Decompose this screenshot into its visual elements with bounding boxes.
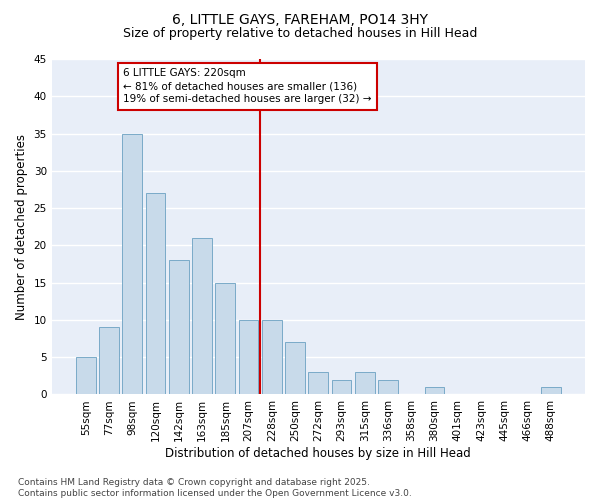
X-axis label: Distribution of detached houses by size in Hill Head: Distribution of detached houses by size … [166, 447, 471, 460]
Text: Contains HM Land Registry data © Crown copyright and database right 2025.
Contai: Contains HM Land Registry data © Crown c… [18, 478, 412, 498]
Text: 6 LITTLE GAYS: 220sqm
← 81% of detached houses are smaller (136)
19% of semi-det: 6 LITTLE GAYS: 220sqm ← 81% of detached … [123, 68, 371, 104]
Y-axis label: Number of detached properties: Number of detached properties [15, 134, 28, 320]
Bar [355, 372, 375, 394]
Bar [122, 134, 142, 394]
Bar [285, 342, 305, 394]
Bar [332, 380, 352, 394]
Text: Size of property relative to detached houses in Hill Head: Size of property relative to detached ho… [123, 28, 477, 40]
Bar [99, 328, 119, 394]
Bar [541, 387, 561, 394]
Bar [215, 282, 235, 395]
Bar [146, 193, 166, 394]
Bar [262, 320, 282, 394]
Bar [308, 372, 328, 394]
Bar [425, 387, 445, 394]
Bar [76, 357, 95, 395]
Bar [378, 380, 398, 394]
Bar [239, 320, 259, 394]
Text: 6, LITTLE GAYS, FAREHAM, PO14 3HY: 6, LITTLE GAYS, FAREHAM, PO14 3HY [172, 12, 428, 26]
Bar [192, 238, 212, 394]
Bar [169, 260, 188, 394]
